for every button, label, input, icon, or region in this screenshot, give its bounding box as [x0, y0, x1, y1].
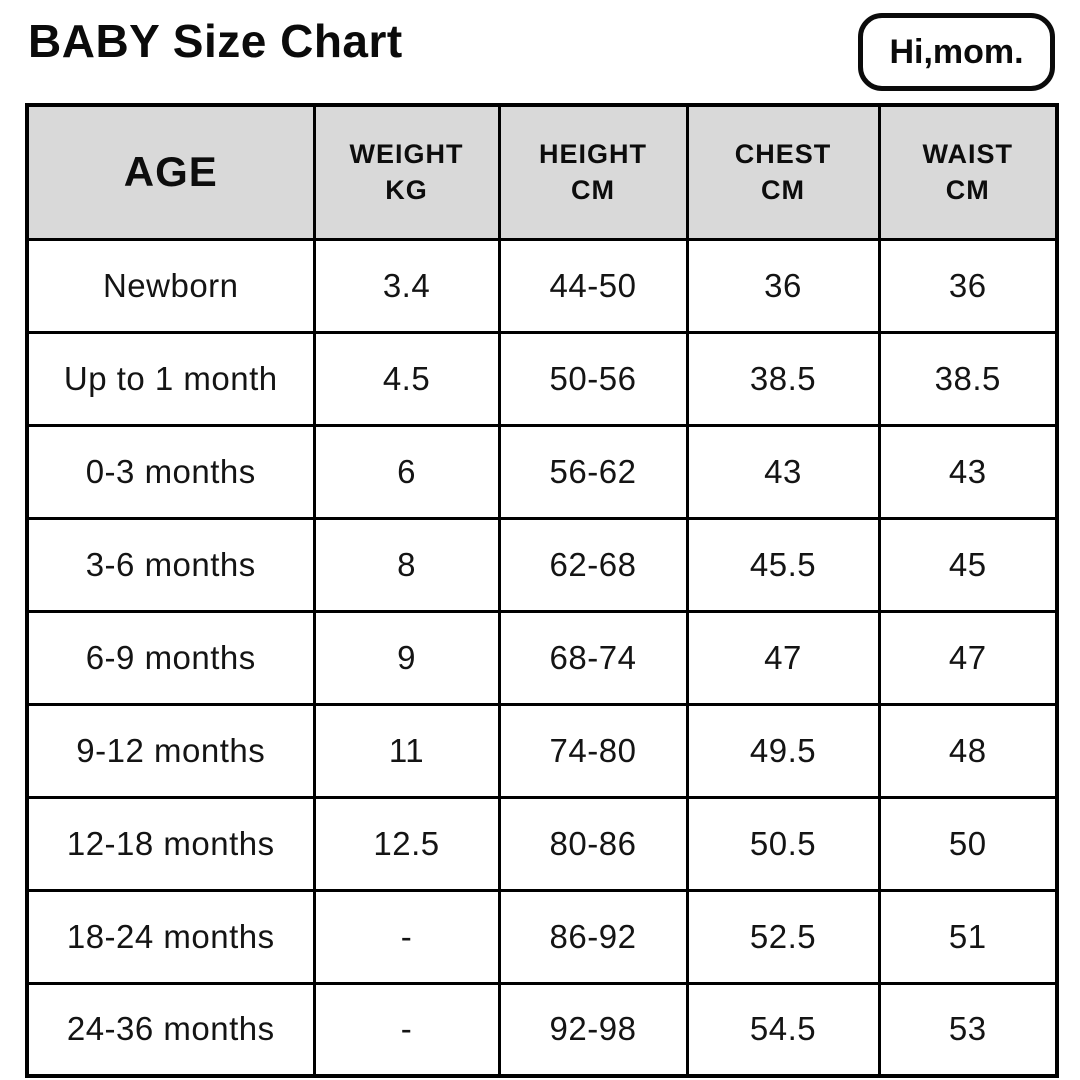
age-cell: 24-36 months	[25, 981, 316, 1078]
value-cell: 74-80	[497, 702, 689, 799]
value-cell: 80-86	[497, 795, 689, 892]
age-cell: 9-12 months	[25, 702, 316, 799]
age-cell: 6-9 months	[25, 609, 316, 706]
value-cell: 50	[877, 795, 1059, 892]
value-cell: 38.5	[685, 330, 881, 427]
age-cell: Newborn	[25, 237, 316, 334]
value-cell: 36	[877, 237, 1059, 334]
age-cell: 3-6 months	[25, 516, 316, 613]
value-cell: 51	[877, 888, 1059, 985]
value-cell: 54.5	[685, 981, 881, 1078]
column-header-height-cm: HEIGHT CM	[497, 103, 689, 241]
value-cell: 8	[312, 516, 501, 613]
table-row: Up to 1 month 4.5 50-56 38.5 38.5	[25, 330, 1059, 427]
value-cell: 45	[877, 516, 1059, 613]
age-cell: 18-24 months	[25, 888, 316, 985]
value-cell: 50.5	[685, 795, 881, 892]
size-table: AGE WEIGHT KG HEIGHT CM CHEST CM WAIST CM Newbor…	[25, 103, 1059, 1078]
table-row: 9-12 months 11 74-80 49.5 48	[25, 702, 1059, 799]
value-cell: 12.5	[312, 795, 501, 892]
value-cell: 11	[312, 702, 501, 799]
column-header-age: AGE	[25, 103, 316, 241]
value-cell: -	[312, 981, 501, 1078]
table-row: 6-9 months 9 68-74 47 47	[25, 609, 1059, 706]
column-header-weight-kg: WEIGHT KG	[312, 103, 501, 241]
value-cell: 50-56	[497, 330, 689, 427]
size-table-body: Newborn 3.4 44-50 36 36 Up to 1 month 4.5 50-56…	[25, 237, 1059, 1078]
page-title: BABY Size Chart	[28, 15, 403, 67]
age-cell: Up to 1 month	[25, 330, 316, 427]
table-row: 18-24 months -86-92 52.5 51	[25, 888, 1059, 985]
value-cell: 9	[312, 609, 501, 706]
top-bar: BABY Size Chart Hi,mom.	[0, 0, 1080, 103]
value-cell: 43	[685, 423, 881, 520]
value-cell: 47	[685, 609, 881, 706]
age-cell: 12-18 months	[25, 795, 316, 892]
table-row: Newborn 3.4 44-50 36 36	[25, 237, 1059, 334]
column-header-chest-cm: CHEST CM	[685, 103, 881, 241]
column-header-waist-cm: WAIST CM	[877, 103, 1059, 241]
table-row: 0-3 months 6 56-62 43 43	[25, 423, 1059, 520]
value-cell: 4.5	[312, 330, 501, 427]
table-row: 3-6 months 8 62-68 45.5 45	[25, 516, 1059, 613]
value-cell: 62-68	[497, 516, 689, 613]
value-cell: 52.5	[685, 888, 881, 985]
value-cell: 48	[877, 702, 1059, 799]
age-cell: 0-3 months	[25, 423, 316, 520]
value-cell: 68-74	[497, 609, 689, 706]
value-cell: 3.4	[312, 237, 501, 334]
header-row: AGE WEIGHT KG HEIGHT CM CHEST CM WAIST CM	[25, 103, 1059, 241]
brand-logo-text: Hi,mom.	[889, 32, 1024, 71]
table-row: 24-36 months -92-98 54.5 53	[25, 981, 1059, 1078]
value-cell: -	[312, 888, 501, 985]
value-cell: 47	[877, 609, 1059, 706]
value-cell: 49.5	[685, 702, 881, 799]
value-cell: 53	[877, 981, 1059, 1078]
value-cell: 92-98	[497, 981, 689, 1078]
value-cell: 6	[312, 423, 501, 520]
value-cell: 45.5	[685, 516, 881, 613]
value-cell: 36	[685, 237, 881, 334]
value-cell: 43	[877, 423, 1059, 520]
value-cell: 86-92	[497, 888, 689, 985]
brand-logo: Hi,mom.	[858, 13, 1055, 91]
value-cell: 44-50	[497, 237, 689, 334]
table-row: 12-18 months 12.5 80-86 50.5 50	[25, 795, 1059, 892]
value-cell: 38.5	[877, 330, 1059, 427]
value-cell: 56-62	[497, 423, 689, 520]
